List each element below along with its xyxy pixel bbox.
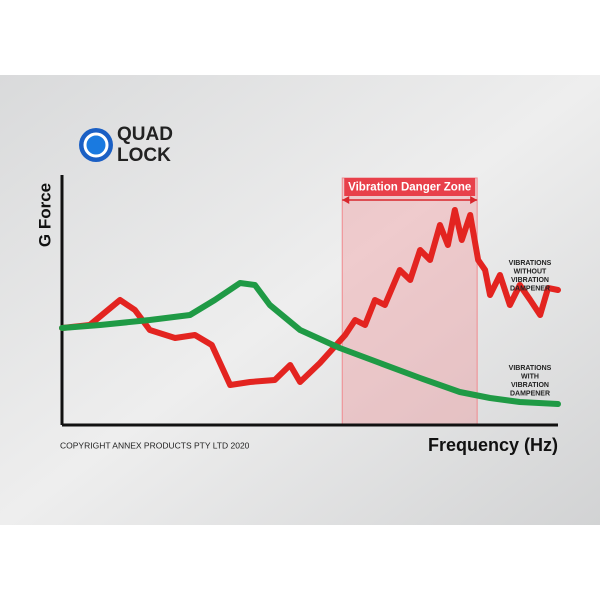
zone-label: Vibration Danger Zone (348, 182, 471, 194)
legend-label: VIBRATIONS WITHOUT VIBRATION DAMPENER (509, 260, 552, 293)
logo-text: LOCK (117, 145, 171, 166)
zone-label-box (344, 178, 476, 196)
copyright: COPYRIGHT ANNEX PRODUCTS PTY LTD 2020 (60, 440, 250, 450)
line-series (59, 280, 561, 407)
line-series (59, 207, 561, 388)
legend-label: VIBRATIONS WITH VIBRATION DAMPENER (509, 365, 552, 398)
logo-ring (83, 132, 109, 158)
logo-text: QUAD (117, 124, 173, 145)
x-axis-label: Frequency (Hz) (428, 435, 558, 455)
y-axis-label: G Force (35, 183, 54, 247)
